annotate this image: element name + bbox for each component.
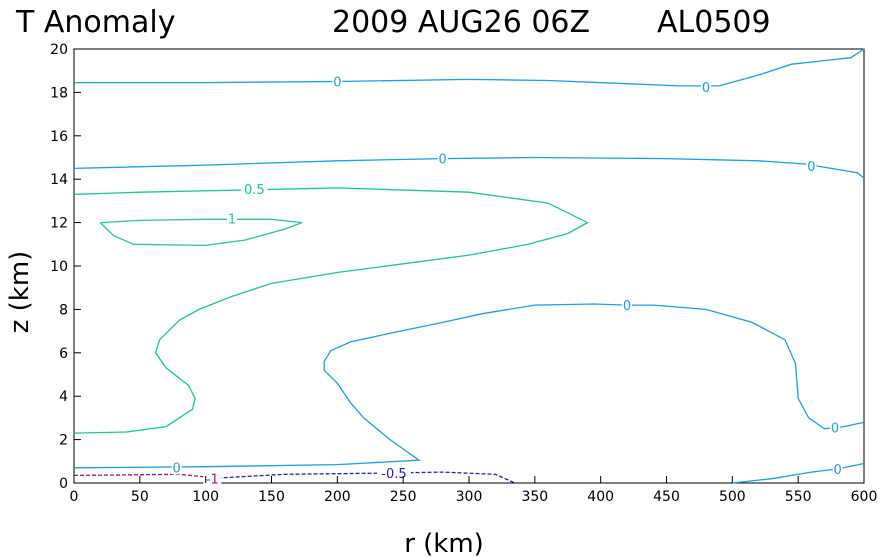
contour-label-mask <box>227 211 237 226</box>
x-tick-label: 300 <box>456 489 483 505</box>
contour-line <box>99 218 303 247</box>
contour-lines <box>73 48 865 484</box>
title-datetime: 2009 AUG26 06Z <box>332 5 590 40</box>
x-tick-label: 0 <box>70 489 79 505</box>
y-tick-label: 20 <box>50 42 68 58</box>
contour-label-mask <box>830 420 841 435</box>
x-tick-label: 50 <box>131 489 149 505</box>
y-tick-label: 18 <box>50 85 68 101</box>
contour-label: 0 <box>702 81 710 96</box>
x-tick-label: 400 <box>587 489 614 505</box>
contour-label: 0 <box>173 461 181 476</box>
contour-line <box>732 462 865 484</box>
y-tick-label: 12 <box>50 216 68 232</box>
contour-label: 0 <box>623 299 631 314</box>
contour-label-mask <box>203 471 222 486</box>
contour-label: 0.5 <box>244 183 265 198</box>
contour-line <box>73 187 589 434</box>
x-tick-label: 550 <box>785 489 812 505</box>
contour-label: -0.5 <box>381 467 406 482</box>
contour-label-mask <box>171 460 182 475</box>
x-tick-label: 500 <box>719 489 746 505</box>
contour-label-mask <box>806 159 817 174</box>
contour-label-mask <box>832 461 843 476</box>
y-tick-label: 6 <box>59 346 68 362</box>
chart-title: T Anomaly 2009 AUG26 06Z AL0509 <box>15 5 771 40</box>
x-tick-label: 600 <box>851 489 878 505</box>
plot-frame <box>73 48 865 484</box>
title-storm: AL0509 <box>657 5 771 40</box>
contour-line <box>74 48 865 87</box>
x-tick-label: 450 <box>653 489 680 505</box>
contour-labels: 0 0 0 0 0 0 0 0 0.5 1 -0.5 -1 <box>171 74 843 488</box>
contour-label-mask <box>701 79 711 94</box>
contour-label-mask <box>332 74 343 89</box>
y-tick-label: 16 <box>50 129 68 145</box>
contour-label: -1 <box>206 473 219 488</box>
contour-label: 0 <box>834 463 842 478</box>
x-axis-label: r (km) <box>404 529 484 558</box>
contour-label: 1 <box>228 212 236 227</box>
x-tick-label: 100 <box>192 489 219 505</box>
contour-label-mask <box>622 298 632 313</box>
contour-label-mask <box>376 466 411 481</box>
contour-line <box>73 473 213 479</box>
title-field: T Anomaly <box>15 5 175 40</box>
contour-line <box>73 156 865 179</box>
x-tick-label: 250 <box>390 489 417 505</box>
y-tick-label: 8 <box>59 302 68 318</box>
contour-line <box>73 303 865 469</box>
x-tick-label: 150 <box>258 489 285 505</box>
x-axis-ticks: 0 50 100 150 200 250 300 350 400 450 500 550 600 <box>70 476 878 505</box>
y-tick-label: 2 <box>59 433 68 449</box>
y-axis-ticks: 0 2 4 6 8 10 12 14 16 18 20 <box>50 42 81 492</box>
y-tick-label: 14 <box>50 172 68 188</box>
contour-label: 0 <box>807 160 815 175</box>
contour-label: 0 <box>439 153 447 168</box>
x-tick-label: 350 <box>521 489 548 505</box>
y-axis-label: z (km) <box>5 251 35 334</box>
y-tick-label: 4 <box>59 389 68 405</box>
y-tick-label: 0 <box>59 476 68 492</box>
y-tick-label: 10 <box>50 259 68 275</box>
x-tick-label: 200 <box>324 489 351 505</box>
contour-label: 0 <box>831 422 839 437</box>
contour-label-mask <box>437 151 448 166</box>
contour-label-mask <box>241 181 268 196</box>
contour-label: 0 <box>333 76 341 91</box>
